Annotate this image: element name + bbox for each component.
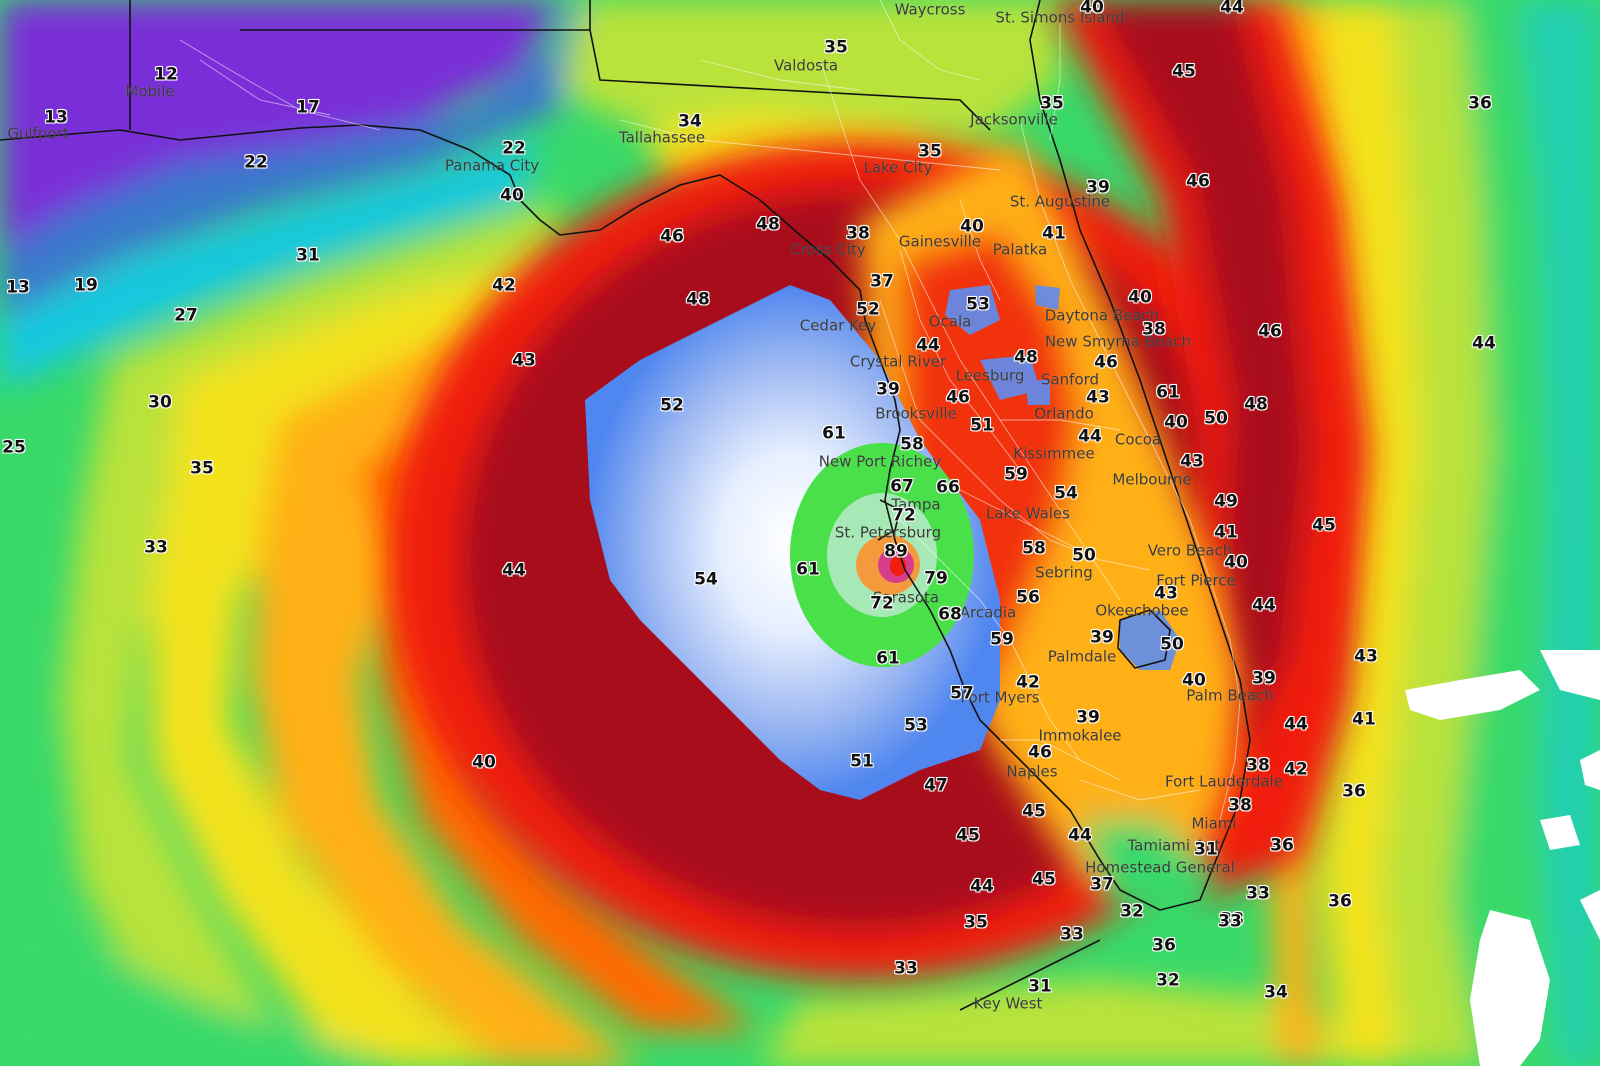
gust-color-field <box>0 0 1600 1066</box>
wind-gust-map: Waycross St. Simons Island Valdosta Mobile G… <box>0 0 1600 1066</box>
